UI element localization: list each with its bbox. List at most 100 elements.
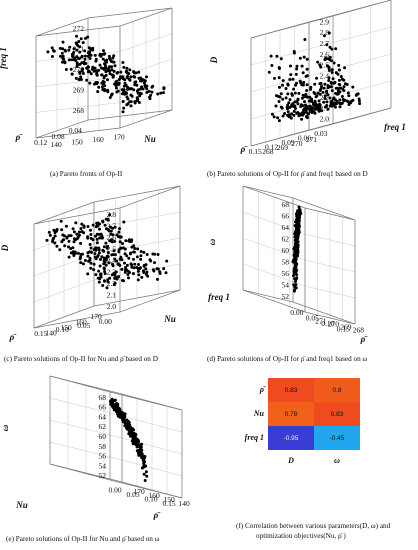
data-point: [83, 49, 87, 53]
data-point: [295, 273, 299, 277]
data-point: [71, 55, 75, 58]
tick-y-b: 268: [262, 147, 274, 156]
data-point: [53, 231, 57, 235]
data-point: [63, 49, 67, 53]
data-point: [59, 219, 63, 223]
data-point: [290, 93, 294, 97]
data-point: [111, 399, 115, 403]
data-point: [294, 246, 298, 250]
data-point: [96, 90, 100, 94]
data-point: [105, 60, 109, 64]
data-point: [110, 65, 114, 69]
tick-y-a: 150: [72, 137, 84, 146]
data-point: [102, 266, 106, 270]
data-point: [290, 112, 294, 116]
data-point: [137, 101, 141, 104]
data-point: [125, 103, 129, 107]
data-point: [119, 235, 123, 239]
tick-y-e: 170: [134, 487, 146, 496]
data-point: [83, 259, 87, 262]
data-point: [88, 57, 92, 60]
tick-x-b: 0.03: [314, 129, 327, 138]
data-point: [318, 106, 322, 110]
y-axis-label-b: freq 1: [384, 122, 406, 132]
data-point: [71, 250, 75, 254]
data-point: [89, 266, 93, 270]
data-point: [106, 280, 110, 284]
data-point: [113, 273, 117, 277]
data-point: [50, 46, 54, 50]
data-point: [81, 72, 85, 75]
data-point: [110, 73, 114, 77]
data-point: [301, 71, 305, 75]
data-point: [302, 80, 306, 84]
data-point: [142, 250, 146, 254]
data-point: [162, 91, 165, 95]
data-point: [96, 81, 99, 84]
data-point: [132, 75, 136, 78]
data-point: [286, 92, 290, 96]
data-point: [105, 286, 109, 290]
data-point: [338, 83, 342, 87]
data-point: [144, 470, 148, 474]
data-point: [156, 253, 160, 256]
data-point: [110, 253, 114, 257]
data-point: [315, 94, 319, 98]
data-point: [113, 225, 117, 229]
data-point: [351, 85, 355, 89]
data-point: [81, 262, 85, 266]
data-point: [82, 231, 86, 235]
tick-z-d: 56: [282, 269, 290, 278]
data-point: [116, 89, 120, 93]
data-point: [137, 88, 140, 92]
data-point: [78, 50, 82, 54]
data-point: [337, 68, 341, 72]
data-point: [72, 230, 76, 234]
data-point: [288, 114, 292, 118]
data-point: [279, 92, 283, 96]
data-point: [292, 87, 296, 91]
data-point: [67, 58, 71, 62]
tick-z-e: 54: [99, 461, 107, 470]
data-point: [289, 116, 293, 120]
data-point: [125, 254, 129, 258]
caption-c: (c) Pareto solutions of Op-II for Nu and…: [4, 355, 158, 363]
data-point: [123, 412, 127, 416]
heatmap-cell: 0.83: [314, 402, 360, 426]
data-point: [284, 96, 288, 100]
data-point: [334, 86, 338, 90]
data-point: [138, 91, 142, 95]
data-point: [270, 64, 274, 67]
data-point: [311, 101, 315, 105]
data-point: [310, 111, 314, 114]
data-point: [338, 105, 342, 109]
data-point: [316, 91, 320, 95]
tick-y-c: 160: [76, 317, 88, 326]
data-point: [297, 218, 301, 222]
data-point: [134, 80, 138, 84]
data-point: [102, 80, 106, 84]
data-point: [347, 94, 351, 98]
y-axis-label-d: freq 1: [208, 292, 230, 302]
caption-f-line1: (f) Correlation between various paramete…: [236, 522, 391, 530]
tick-z-b: 2.4: [320, 71, 330, 80]
data-point: [293, 261, 297, 265]
data-point: [297, 91, 301, 95]
tick-x-b: 0.15: [249, 147, 262, 156]
tick-z-c: 2.7: [107, 221, 117, 230]
data-point: [89, 72, 93, 76]
data-point: [132, 438, 136, 442]
tick-z-b: 2.6: [320, 50, 330, 59]
data-point: [296, 226, 300, 230]
data-point: [328, 96, 332, 100]
data-point: [332, 103, 336, 107]
data-point: [79, 227, 83, 231]
data-point: [75, 34, 78, 38]
data-point: [338, 98, 342, 102]
data-point: [78, 71, 82, 75]
data-point: [120, 415, 124, 419]
data-point: [309, 106, 313, 110]
data-point: [305, 95, 309, 99]
heatmap-row-label: freq 1: [244, 433, 264, 442]
data-point: [278, 85, 281, 89]
